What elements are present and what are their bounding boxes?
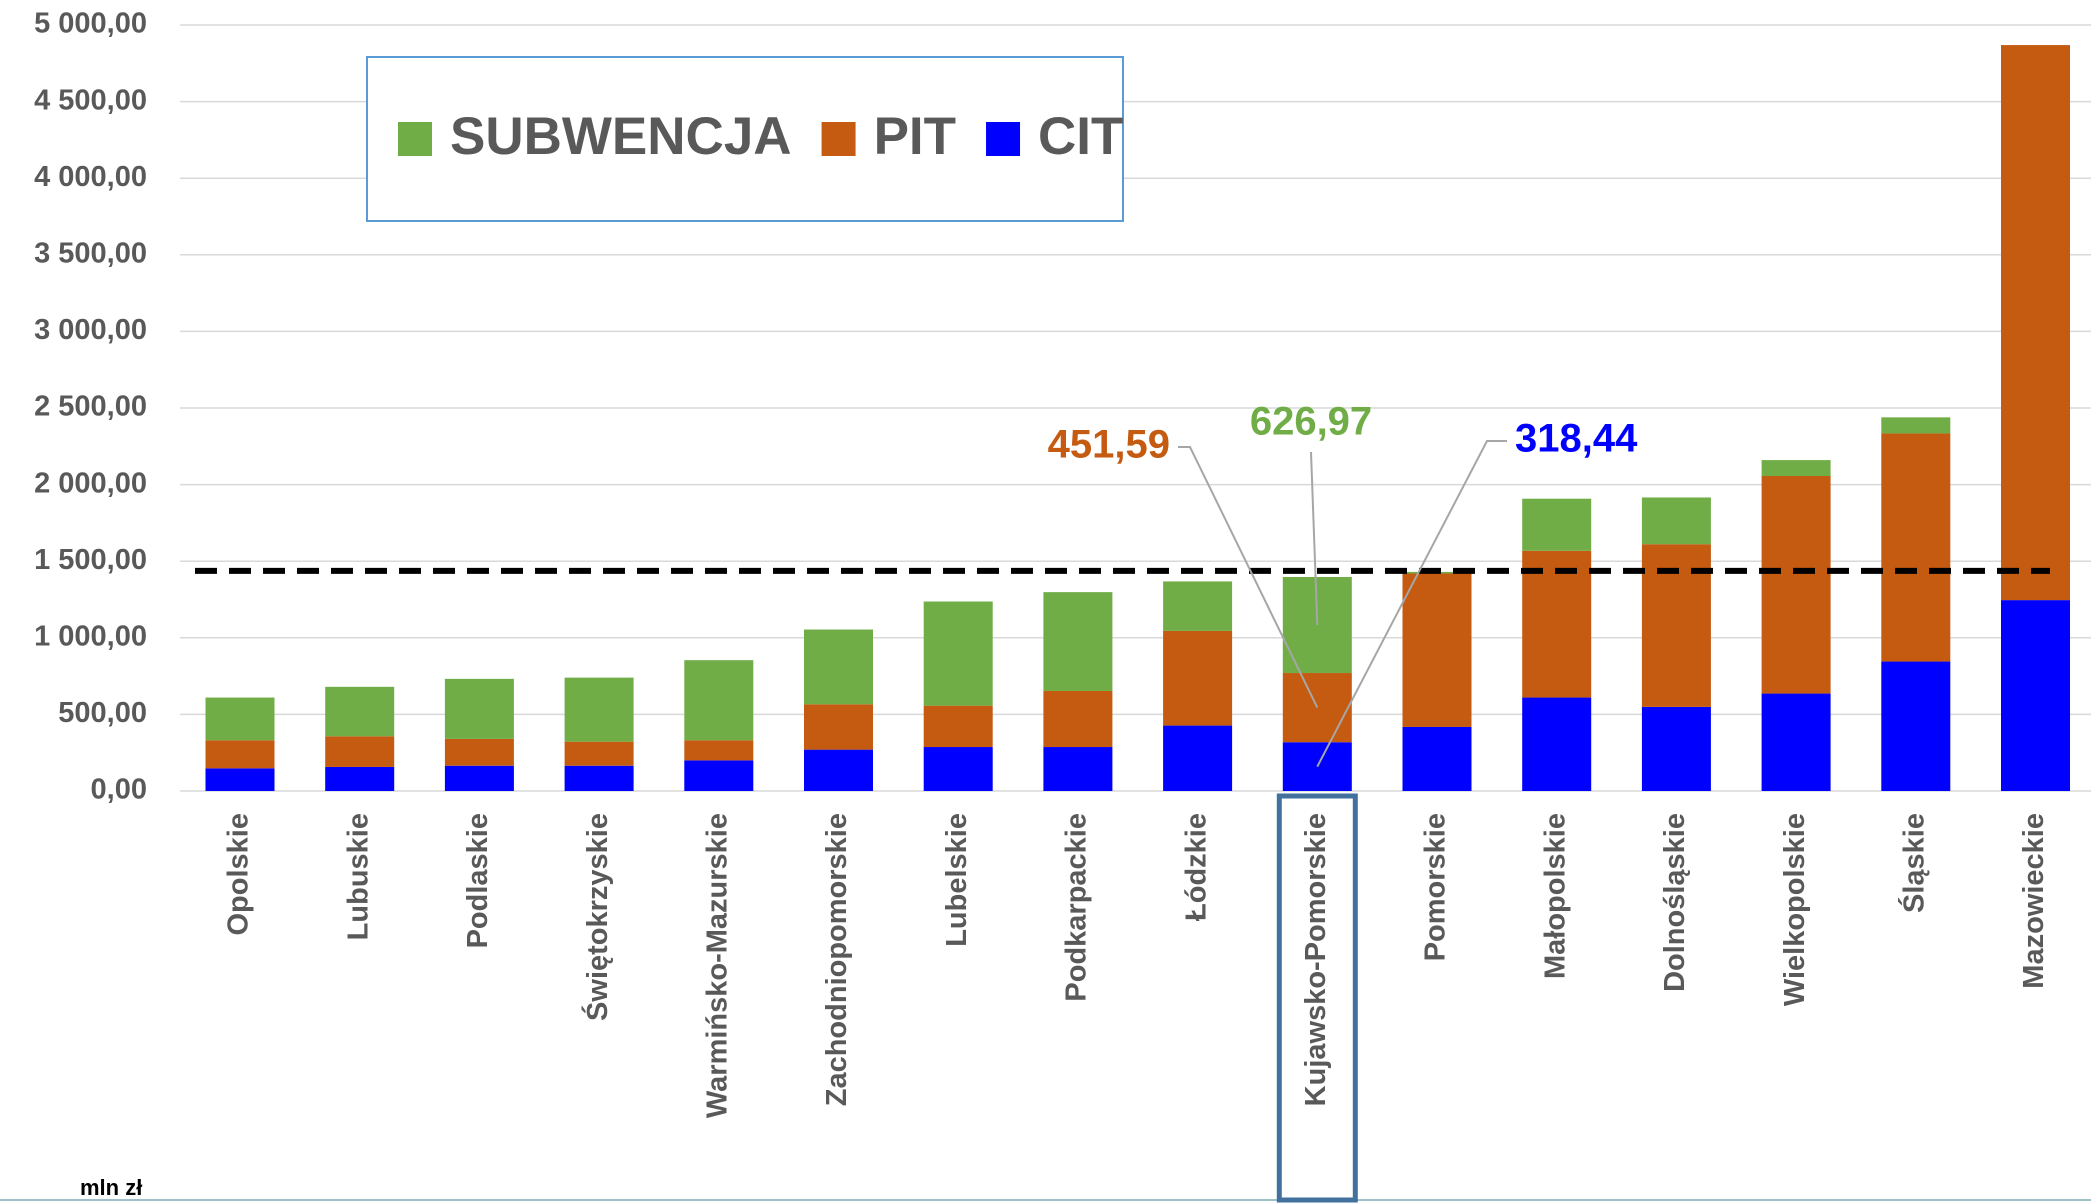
- x-tick-label: Małopolskie: [1539, 813, 1571, 979]
- x-tick-label: Wielkopolskie: [1779, 813, 1811, 1006]
- y-tick-label: 4 500,00: [34, 84, 147, 116]
- data-label: 318,44: [1515, 417, 1638, 461]
- y-tick-label: 0,00: [91, 774, 147, 806]
- bar-segment: [444, 765, 514, 791]
- bar-segment: [1282, 673, 1352, 743]
- legend-label: SUBWENCJA: [450, 107, 792, 166]
- data-label: 451,59: [1048, 423, 1170, 467]
- bar-segment: [804, 629, 873, 705]
- x-tick-label: Zachodniopomorskie: [821, 813, 853, 1106]
- bar-segment: [444, 738, 514, 766]
- y-tick-label: 2 000,00: [34, 467, 147, 499]
- x-tick-label: Pomorskie: [1420, 813, 1452, 961]
- bar-segment: [1522, 550, 1592, 698]
- bar-segment: [2001, 45, 2070, 601]
- bar-segment: [1881, 661, 1951, 791]
- y-tick-label: 500,00: [58, 697, 147, 729]
- y-tick-label: 5 000,00: [34, 8, 147, 40]
- data-label: 626,97: [1250, 400, 1372, 444]
- x-tick-label: Lubuskie: [342, 813, 374, 940]
- leader-line: [1316, 440, 1507, 768]
- bar-segment: [205, 697, 275, 741]
- bar-segment: [205, 768, 275, 791]
- bar-segment: [1761, 476, 1831, 694]
- y-tick-label: 1 500,00: [34, 544, 147, 576]
- x-tick-label: Opolskie: [223, 813, 255, 936]
- bar-segment: [923, 747, 993, 791]
- bar-segment: [1881, 433, 1951, 662]
- y-tick-label: 4 000,00: [34, 161, 147, 193]
- bar-segment: [684, 760, 754, 791]
- y-tick-label: 2 500,00: [34, 391, 147, 423]
- bar-segment: [564, 741, 634, 766]
- bar-segment: [1043, 592, 1113, 691]
- bar-segment: [684, 740, 754, 761]
- leader-line: [1310, 451, 1319, 626]
- legend-swatch: [398, 122, 432, 156]
- x-tick-label: Kujawsko-Pomorskie: [1300, 813, 1332, 1106]
- bar-segment: [325, 766, 395, 791]
- legend-label: CIT: [1038, 107, 1123, 166]
- legend-swatch: [986, 122, 1021, 156]
- y-tick-label: 3 500,00: [34, 237, 147, 269]
- bar-segment: [1641, 706, 1711, 791]
- bar-segment: [325, 736, 395, 767]
- bar-segment: [804, 704, 873, 750]
- bar-segment: [1043, 747, 1113, 791]
- bar-segment: [1402, 573, 1472, 727]
- x-tick-label: Śląskie: [1896, 813, 1930, 913]
- x-tick-label: Dolnośląskie: [1659, 813, 1691, 992]
- bar-segment: [205, 740, 275, 769]
- x-tick-label: Podlaskie: [462, 813, 494, 948]
- x-tick-label: Łódzkie: [1180, 813, 1212, 921]
- highlight-box: [1276, 793, 1358, 1203]
- bar-segment: [564, 765, 634, 791]
- bar-segment: [1761, 693, 1831, 791]
- bar-segment: [1163, 725, 1233, 791]
- x-tick-label: Lubelskie: [941, 813, 973, 947]
- bar-segment: [1402, 726, 1472, 791]
- bar-segment: [923, 705, 993, 748]
- y-tick-label: 3 000,00: [34, 314, 147, 346]
- bar-segment: [923, 601, 993, 706]
- bar-segment: [1881, 417, 1951, 434]
- bar-segment: [2001, 600, 2070, 791]
- bar-segment: [684, 660, 754, 741]
- x-tick-label: Świętokrzyskie: [580, 813, 614, 1021]
- bar-segment: [564, 677, 634, 742]
- bar-segment: [804, 749, 873, 791]
- legend-label: PIT: [874, 107, 956, 166]
- bar-segment: [1163, 581, 1233, 631]
- bar-segment: [1043, 690, 1113, 748]
- x-tick-label: Mazowieckie: [2018, 813, 2050, 989]
- bar-segment: [1641, 497, 1711, 545]
- x-tick-label: Podkarpackie: [1061, 813, 1093, 1002]
- leader-line: [1178, 446, 1319, 709]
- bar-segment: [1522, 498, 1592, 551]
- bar-segment: [1522, 697, 1592, 791]
- unit-label: mln zł: [80, 1175, 142, 1200]
- legend-swatch: [821, 122, 856, 156]
- bar-segment: [325, 686, 395, 737]
- bar-segment: [444, 678, 514, 739]
- x-tick-label: Warmińsko-Mazurskie: [701, 813, 733, 1118]
- bar-segment: [1163, 630, 1233, 726]
- y-tick-label: 1 000,00: [34, 620, 147, 652]
- bar-segment: [1761, 460, 1831, 477]
